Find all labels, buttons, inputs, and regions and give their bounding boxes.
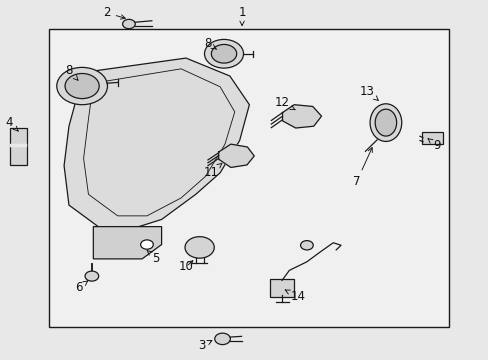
Text: 12: 12 xyxy=(274,96,294,110)
Circle shape xyxy=(57,67,107,105)
Text: 14: 14 xyxy=(285,290,305,303)
Circle shape xyxy=(85,271,99,281)
Text: 4: 4 xyxy=(6,116,18,131)
Circle shape xyxy=(300,240,313,250)
Text: 8: 8 xyxy=(204,37,216,50)
Text: 8: 8 xyxy=(65,64,78,80)
Text: 6: 6 xyxy=(75,281,88,294)
Circle shape xyxy=(122,19,135,29)
Polygon shape xyxy=(282,105,321,128)
Circle shape xyxy=(211,44,236,63)
Text: 10: 10 xyxy=(178,260,193,273)
Text: 2: 2 xyxy=(103,6,125,19)
Circle shape xyxy=(65,73,99,99)
Ellipse shape xyxy=(374,109,396,136)
FancyBboxPatch shape xyxy=(421,132,442,144)
Text: 3: 3 xyxy=(198,339,211,352)
Text: 1: 1 xyxy=(238,6,245,26)
FancyBboxPatch shape xyxy=(10,128,26,165)
Polygon shape xyxy=(64,58,249,230)
Circle shape xyxy=(184,237,214,258)
Circle shape xyxy=(204,40,243,68)
Text: 13: 13 xyxy=(359,85,378,100)
Circle shape xyxy=(214,333,230,345)
Text: 5: 5 xyxy=(147,251,159,265)
Polygon shape xyxy=(218,144,254,167)
Polygon shape xyxy=(93,226,161,259)
Text: 9: 9 xyxy=(427,139,440,152)
Text: 11: 11 xyxy=(203,163,222,179)
Circle shape xyxy=(141,240,153,249)
FancyBboxPatch shape xyxy=(269,279,294,297)
Text: 7: 7 xyxy=(352,148,371,188)
Ellipse shape xyxy=(369,104,401,141)
FancyBboxPatch shape xyxy=(49,30,448,327)
